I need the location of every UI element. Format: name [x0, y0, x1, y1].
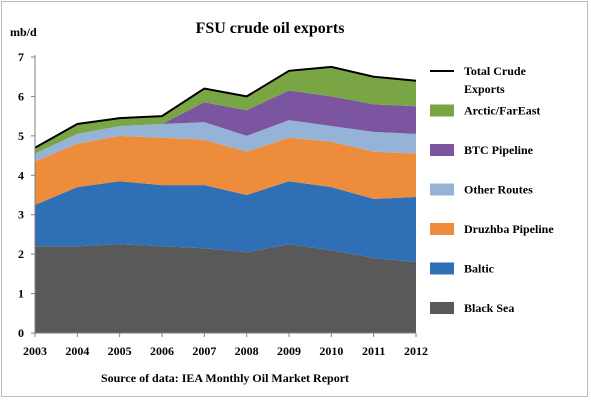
area-baltic	[35, 181, 416, 262]
legend-swatch	[430, 262, 454, 275]
area-arctic-fareast	[35, 66, 416, 154]
legend-label: Exports	[464, 82, 505, 96]
x-tick-label: 2012	[404, 344, 428, 358]
area-black-sea	[35, 244, 416, 333]
legend-label: Other Routes	[464, 183, 533, 197]
total-crude-exports-line	[34, 65, 417, 149]
chart-title: FSU crude oil exports	[196, 20, 345, 37]
x-tick-label: 2011	[362, 344, 385, 358]
legend-swatch	[430, 183, 454, 196]
x-tick-label: 2009	[277, 344, 301, 358]
y-tick-label: 4	[18, 168, 24, 182]
legend-label: Baltic	[464, 262, 495, 276]
legend-swatch	[430, 144, 454, 156]
y-tick-label: 3	[18, 208, 24, 222]
legend-swatch	[430, 223, 454, 235]
x-tick-label: 2006	[150, 344, 174, 358]
legend-label: Black Sea	[464, 301, 514, 315]
stacked-areas	[35, 66, 416, 333]
area-btc-pipeline	[35, 90, 416, 154]
y-tick-label: 7	[18, 50, 24, 64]
y-tick-label: 0	[18, 326, 24, 340]
legend-label: Druzhba Pipeline	[464, 222, 554, 236]
axes: 0 1 2 3 4 5 6 7 2003 2004 2005 2006 2007 2008 2009 2010…	[18, 50, 428, 358]
total-line-group	[34, 65, 417, 149]
legend-label: Total Crude	[464, 64, 527, 78]
x-tick-label: 2004	[65, 344, 89, 358]
legend-swatch	[430, 302, 454, 314]
area-druzhba-pipeline	[35, 135, 416, 205]
x-tick-label: 2008	[235, 344, 259, 358]
legend-label: BTC Pipeline	[464, 143, 534, 157]
y-tick-label: 1	[18, 287, 24, 301]
legend: Total Crude Exports Arctic/FarEast BTC Pipe…	[430, 64, 554, 315]
x-tick-label: 2003	[23, 344, 47, 358]
area-other-routes	[35, 120, 416, 162]
y-tick-label: 2	[18, 247, 24, 261]
y-unit-label: mb/d	[10, 25, 37, 39]
x-tick-label: 2005	[108, 344, 132, 358]
y-tick-label: 5	[18, 129, 24, 143]
legend-label: Arctic/FarEast	[464, 104, 540, 118]
source-note: Source of data: IEA Monthly Oil Market R…	[101, 371, 349, 385]
legend-swatch	[430, 104, 454, 117]
x-tick-label: 2010	[319, 344, 343, 358]
y-tick-label: 6	[18, 89, 24, 103]
x-tick-label: 2007	[192, 344, 216, 358]
